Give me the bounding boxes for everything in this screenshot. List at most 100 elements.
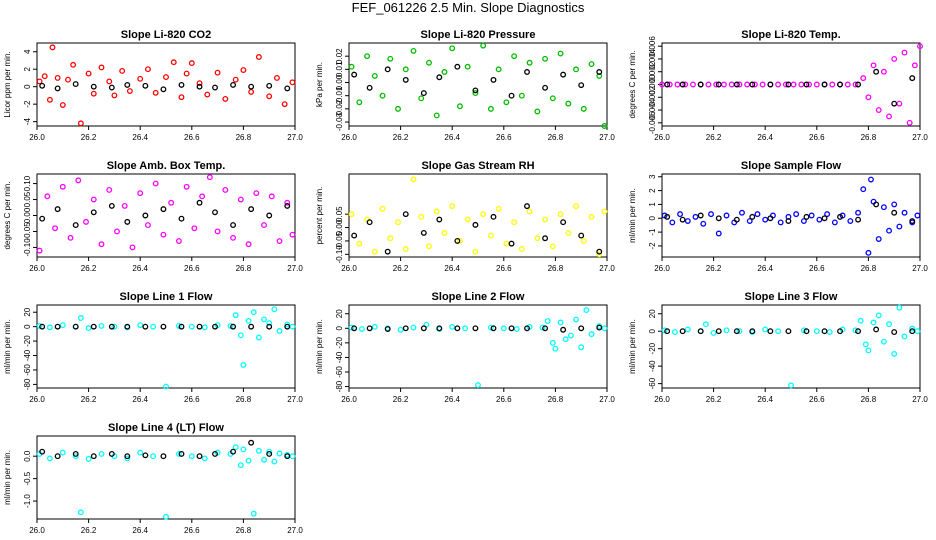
panel-4-data-point [183, 183, 190, 190]
panel-3-data-point [682, 81, 689, 88]
panel-2-data-point [387, 55, 394, 62]
panel-1-data-point [240, 67, 247, 74]
panel-2-y-axis-label: kPa per min. [315, 62, 324, 107]
panel-2: Slope Li-820 Pressure 26.0 26.2 26.4 26.6 26.… [315, 29, 615, 142]
panel-10-x-tick-label: 26.2 [81, 526, 97, 535]
panel-9-data-point [880, 338, 887, 345]
panel-7-data-point [150, 323, 157, 330]
panel-4-data-point [90, 209, 97, 216]
panel-3-data-point [690, 81, 696, 88]
panel-6-data-point [914, 212, 921, 219]
panel-5-data-point [518, 246, 525, 252]
panel-3: Slope Li-820 Temp. 26.0 26.2 26.4 26.6 26.8 27… [628, 29, 928, 142]
panel-3-data-point [785, 81, 792, 88]
panel-1-data-point [39, 82, 46, 89]
panel-8-data-point [351, 325, 358, 332]
panel-4-data-point [124, 218, 131, 225]
panel-9-data-point [762, 326, 769, 333]
panel-2-data-point [549, 95, 556, 102]
panel-10-data-point [54, 453, 61, 460]
panel-7-data-point [142, 323, 149, 330]
panel-9-data-point [865, 347, 872, 354]
panel-9-y-axis-label: ml/min per min. [628, 319, 637, 374]
panel-3-data-point [664, 81, 671, 88]
panel-4-data-point [212, 209, 218, 216]
panel-1-data-point [85, 70, 92, 77]
panel-2-x-tick-label: 27.0 [599, 133, 615, 142]
panel-1-data-point [266, 82, 273, 89]
panel-5-data-point [441, 229, 448, 236]
panel-7-data-point [54, 323, 61, 330]
panel-4-data-point [108, 202, 115, 209]
panel-2-data-point [542, 55, 549, 62]
panel-7-y-tick-label: -20 [23, 335, 32, 347]
panel-5-data-point [549, 243, 556, 250]
panel-8-data-point [513, 326, 520, 332]
panel-4-data-point [268, 193, 275, 200]
panel-5-data-point [560, 219, 567, 226]
panel-1-data-point [90, 90, 97, 97]
panel-5-data-point [418, 213, 425, 220]
panel-4-x-tick-label: 26.8 [236, 264, 252, 273]
panel-1-data-point [98, 64, 105, 71]
panel-3-data-point [875, 107, 882, 113]
panel-10-data-point [289, 453, 296, 460]
panel-6-data-point [816, 216, 823, 223]
panel-6-data-point [803, 213, 810, 220]
panel-8-data-point [552, 345, 559, 352]
panel-6-data-point [831, 219, 838, 226]
panel-8-y-tick-label: 20 [335, 309, 344, 318]
panel-7-data-point [289, 323, 296, 330]
panel-2-series-mean [351, 63, 603, 99]
panel-6-data-point [901, 209, 908, 216]
panel-10-data-point [98, 450, 105, 457]
panel-8-data-point [544, 318, 551, 324]
panel-3-data-point [829, 81, 836, 88]
panel-9-data-point [875, 312, 882, 319]
panel-5-y-tick-label: 0.00 [335, 219, 344, 235]
panel-6-y-tick-label: -2 [648, 242, 657, 250]
panel-6-data-point [669, 219, 676, 226]
panel-1-y-axis-label: Licor ppm per min. [3, 51, 12, 117]
panel-9-y-tick-label: -40 [648, 360, 657, 372]
panel-5-data-point [402, 211, 409, 218]
panel-5-data-point [511, 219, 518, 226]
panel-7-title: Slope Line 1 Flow [120, 291, 213, 303]
panel-1: Slope Li-820 CO2 26.0 26.2 26.4 26.6 26.8 27.0… [3, 29, 303, 142]
panel-2-data-point [560, 71, 567, 78]
panel-6-y-tick-label: 3 [648, 174, 657, 179]
panel-9-data-point [826, 329, 833, 336]
panel-10-data-point [237, 462, 244, 469]
panel-10-data-point [248, 439, 255, 446]
panel-4-data-point [83, 218, 89, 225]
panel-6-data-point [855, 216, 862, 223]
panel-8-data-point [560, 326, 567, 333]
panel-9-data-point [671, 329, 678, 336]
panel-5-data-point [384, 248, 391, 255]
panel-7-x-tick-label: 26.6 [184, 395, 200, 404]
panel-3-data-point [803, 81, 810, 88]
panel-8-plot-frame [348, 304, 608, 389]
panel-2-data-point [487, 105, 494, 112]
panel-8-data-point [567, 332, 574, 339]
panel-10: Slope Line 4 (LT) Flow 26.0 26.2 26.4 26.6 26… [3, 422, 303, 535]
panel-3-data-point [715, 81, 722, 88]
panel-2-data-point [490, 76, 497, 83]
panel-3-data-point [679, 81, 686, 88]
panel-1-data-point [266, 93, 273, 100]
panel-3-data-point [736, 81, 743, 88]
panel-1-data-point [289, 79, 296, 86]
panel-7-data-point [163, 383, 169, 390]
panel-10-data-point [255, 447, 262, 454]
panel-7-x-tick-label: 27.0 [287, 395, 303, 404]
panel-10-data-point [266, 448, 273, 455]
panel-7-data-point [188, 323, 195, 330]
panel-10-data-point [142, 452, 149, 459]
panel-1-data-point [255, 54, 262, 60]
panel-1-data-point [142, 82, 149, 89]
panel-4-data-point [36, 247, 43, 254]
panel-9-data-point [715, 328, 722, 335]
panel-4-data-point [196, 199, 203, 206]
panel-10-y-tick-label: 0.0 [23, 450, 32, 462]
panel-1-plot-frame [36, 42, 296, 127]
